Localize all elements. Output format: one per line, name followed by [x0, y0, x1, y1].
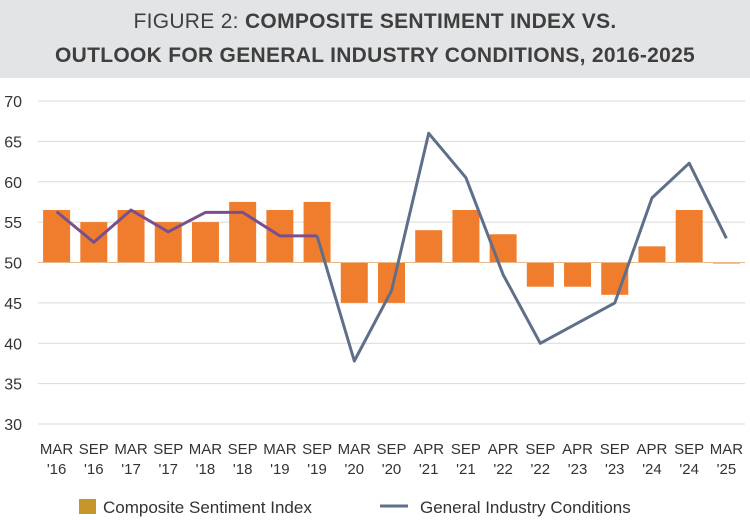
x-tick-label-month: SEP	[674, 441, 704, 458]
x-tick-label-month: SEP	[153, 441, 183, 458]
y-tick-label: 55	[4, 215, 22, 232]
x-tick-label-month: APR	[562, 441, 593, 458]
bar	[452, 210, 480, 263]
y-tick-label: 70	[4, 94, 22, 111]
y-tick-label: 30	[4, 417, 22, 434]
x-tick-label-month: SEP	[376, 441, 406, 458]
x-tick-label-month: MAR	[189, 441, 223, 458]
bar	[638, 246, 666, 263]
bar	[154, 222, 182, 263]
series-line-early	[55, 208, 318, 244]
y-tick-label: 35	[4, 377, 22, 394]
x-tick-label-year: '18	[196, 461, 216, 478]
x-tick-label-year: '19	[270, 461, 290, 478]
x-tick-label-year: '20	[382, 461, 402, 478]
x-tick-label-month: SEP	[451, 441, 481, 458]
bar	[675, 210, 703, 263]
chart-title-band: FIGURE 2: COMPOSITE SENTIMENT INDEX VS. …	[0, 0, 750, 78]
series-line-later	[315, 131, 728, 363]
y-tick-label: 60	[4, 175, 22, 192]
y-tick-label: 65	[4, 134, 22, 151]
x-tick-label-month: APR	[413, 441, 444, 458]
x-tick-label-month: MAR	[263, 441, 297, 458]
legend-swatch-composite	[79, 499, 96, 514]
bar	[526, 262, 554, 287]
x-tick-label-year: '24	[679, 461, 699, 478]
x-tick-label-month: SEP	[600, 441, 630, 458]
x-tick-label-month: SEP	[302, 441, 332, 458]
y-tick-label: 40	[4, 336, 22, 353]
bar	[378, 262, 405, 303]
x-tick-label-month: MAR	[40, 441, 74, 458]
legend-label-composite: Composite Sentiment Index	[103, 498, 312, 517]
x-tick-label-year: '16	[47, 461, 67, 478]
legend-label-industry: General Industry Conditions	[420, 498, 631, 517]
x-tick-label-year: '17	[158, 461, 178, 478]
y-tick-label: 45	[4, 296, 22, 313]
x-tick-label-year: '18	[233, 461, 253, 478]
legend: Composite Sentiment Index General Industr…	[79, 498, 631, 517]
x-tick-label-month: MAR	[338, 441, 372, 458]
figure-number: FIGURE 2:	[133, 10, 239, 33]
x-tick-label-year: '24	[642, 461, 662, 478]
x-tick-label-month: SEP	[228, 441, 258, 458]
x-tick-label-month: SEP	[79, 441, 109, 458]
bar	[303, 201, 331, 263]
x-tick-label-year: '17	[121, 461, 141, 478]
x-tick-label-year: '16	[84, 461, 104, 478]
y-axis: 30 35 40 45 50 55 60 65 70	[4, 94, 22, 434]
chart-title-line-2: OUTLOOK FOR GENERAL INDUSTRY CONDITIONS,…	[54, 44, 696, 67]
x-tick-label-year: '20	[345, 461, 365, 478]
x-tick-label-year: '21	[419, 461, 439, 478]
x-tick-label-year: '25	[717, 461, 737, 478]
bar	[564, 262, 592, 287]
chart-title-part-1: COMPOSITE SENTIMENT INDEX VS.	[244, 10, 617, 33]
x-tick-label-month: SEP	[525, 441, 555, 458]
bar	[415, 230, 443, 263]
x-tick-label-month: APR	[637, 441, 668, 458]
bar	[191, 222, 219, 263]
bar-series	[43, 201, 740, 303]
bar	[340, 262, 368, 303]
x-tick-label-month: MAR	[710, 441, 744, 458]
x-tick-label-year: '22	[531, 461, 551, 478]
x-tick-label-year: '23	[568, 461, 588, 478]
x-tick-label-month: APR	[488, 441, 519, 458]
x-tick-label-year: '23	[605, 461, 625, 478]
x-tick-label-month: MAR	[114, 441, 148, 458]
x-axis: MAR '16 SEP '16 MAR '17 SEP '17 MAR '18 SEP '18 MAR '…	[40, 441, 743, 478]
x-tick-label-year: '22	[493, 461, 513, 478]
x-tick-label-year: '19	[307, 461, 327, 478]
y-tick-label: 50	[4, 256, 22, 273]
x-tick-label-year: '21	[456, 461, 476, 478]
chart-title-line-1: FIGURE 2: COMPOSITE SENTIMENT INDEX VS.	[0, 10, 750, 34]
line-series	[55, 131, 728, 363]
